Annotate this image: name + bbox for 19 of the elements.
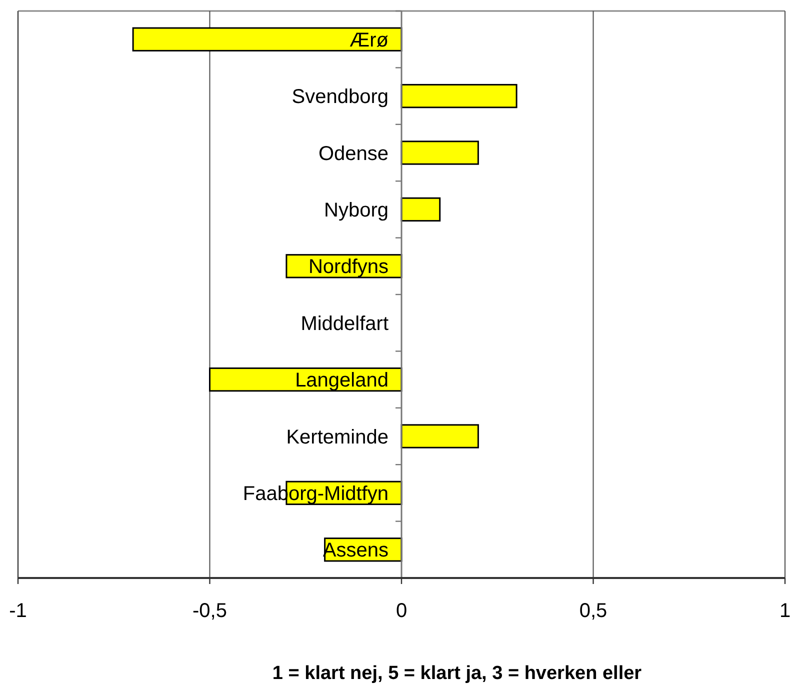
x-tick-label: -1 (9, 600, 27, 622)
y-tick-label: Kerteminde (286, 426, 388, 448)
y-tick-label: Odense (318, 142, 388, 165)
bar (400, 140, 479, 165)
y-tick-label: Ærø (350, 29, 388, 52)
y-tick-label: Middelfart (300, 312, 389, 335)
x-tick-label: 1 (779, 600, 791, 622)
bar (400, 84, 518, 108)
bar (132, 27, 402, 52)
x-axis-title: 1 = klart nej, 5 = klart ja, 3 = hverken eller (272, 663, 642, 684)
y-tick-label: Svendborg (292, 86, 388, 108)
bar (400, 197, 441, 222)
x-tick-label: 0,5 (579, 600, 608, 622)
y-tick-label: Nordfyns (308, 256, 388, 278)
y-tick-label: Langeland (295, 370, 388, 392)
bar (400, 424, 479, 448)
x-tick-label: -0,5 (192, 600, 227, 622)
x-tick-label: 0 (396, 600, 408, 622)
y-tick-label: Nyborg (324, 199, 388, 222)
